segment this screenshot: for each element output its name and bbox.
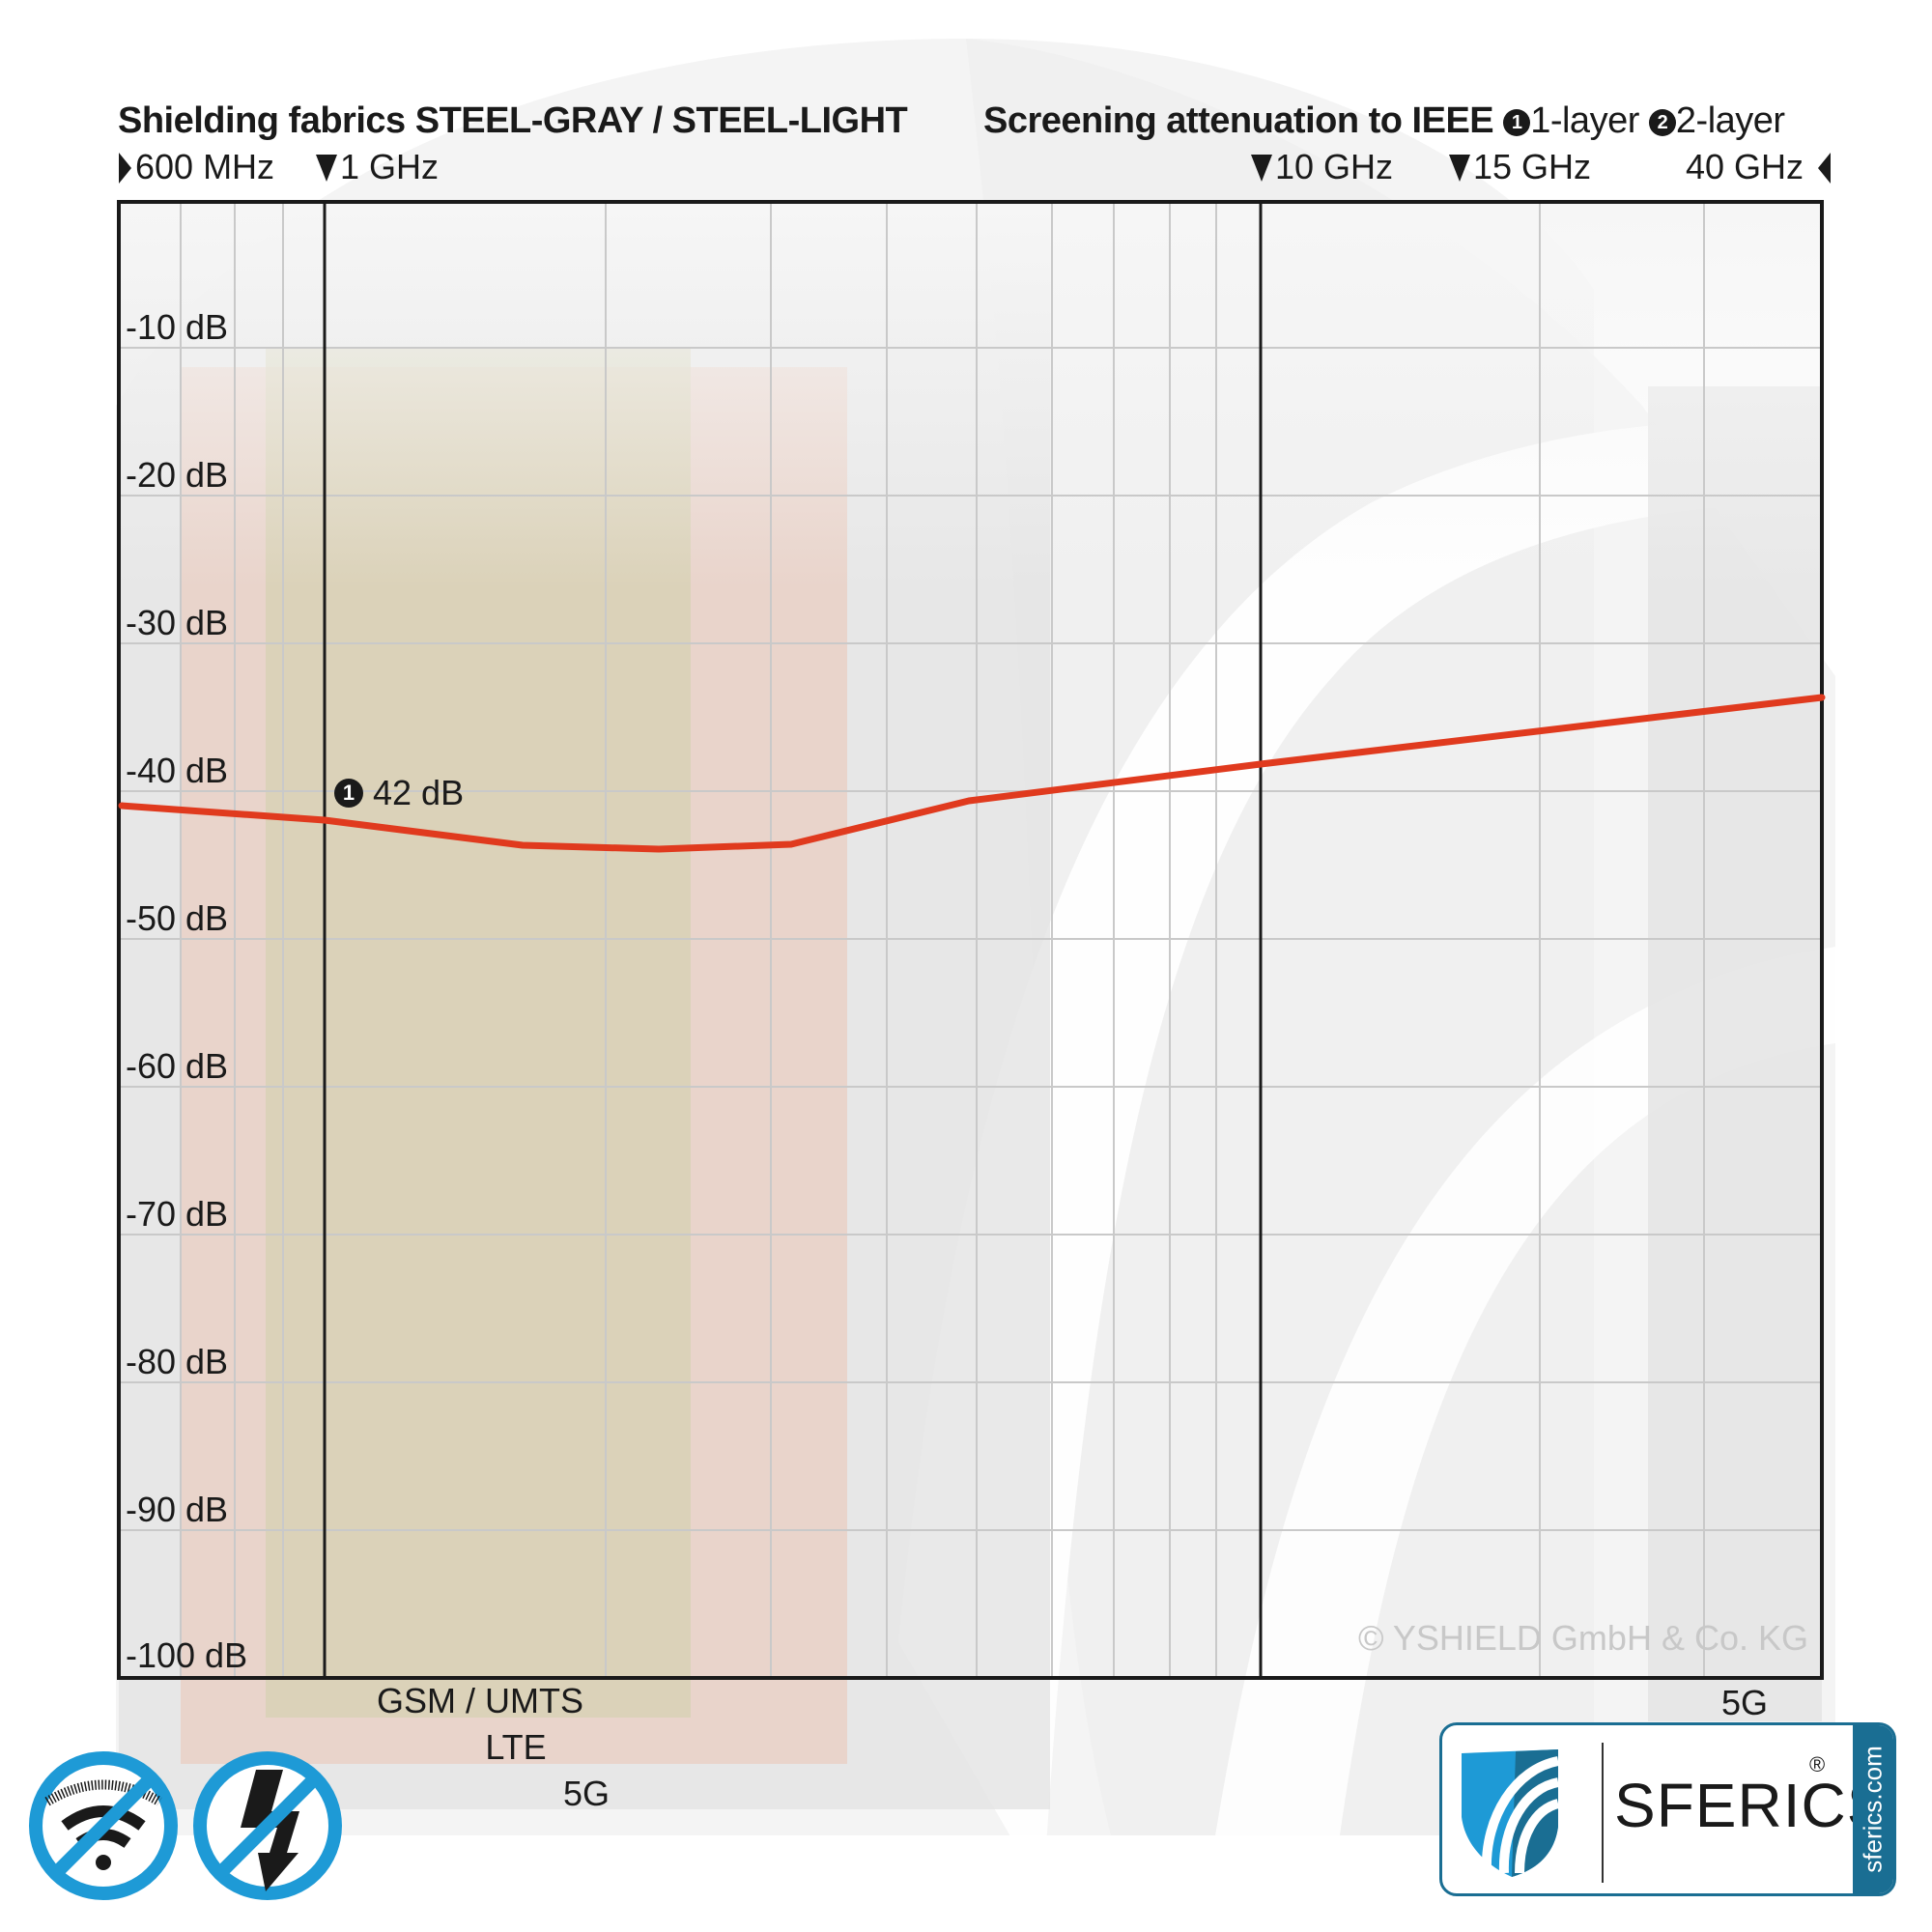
value-annotation: 1 42 dB <box>334 773 464 813</box>
copyright-notice: © YSHIELD GmbH & Co. KG <box>1358 1618 1808 1658</box>
y-label: -100 dB <box>126 1635 248 1675</box>
logo-url-strip[interactable]: sferics.com <box>1853 1725 1893 1893</box>
y-label: -30 dB <box>126 603 229 642</box>
logo-url-text[interactable]: sferics.com <box>1858 1746 1888 1873</box>
chart-frame <box>117 200 1824 1680</box>
band-label-5g-low: 5G <box>562 1774 611 1813</box>
no-electricity-icon <box>193 1751 342 1900</box>
band-label-5g-high: 5G <box>1720 1683 1769 1722</box>
attenuation-line-1-layer <box>118 694 1826 853</box>
no-wifi-icon <box>29 1751 178 1900</box>
band-label-gsm-umts: GSM / UMTS <box>377 1681 583 1720</box>
y-label: -80 dB <box>126 1342 229 1381</box>
legend-marker-2: 2 <box>1648 109 1676 136</box>
legend-marker-1: 1 <box>1503 109 1531 136</box>
band-label-lte: LTE <box>485 1727 547 1767</box>
freq-label-15ghz: 15 GHz <box>1473 147 1592 186</box>
vertical-gridlines <box>180 202 1705 1678</box>
y-label: -50 dB <box>126 898 229 938</box>
major-frequency-lines <box>323 202 1263 1678</box>
y-label: -20 dB <box>126 455 229 495</box>
y-label: -70 dB <box>126 1194 229 1234</box>
logo-divider <box>1602 1743 1604 1883</box>
freq-label-1ghz: 1 GHz <box>340 147 440 186</box>
registered-mark: ® <box>1809 1752 1826 1776</box>
frequency-marker-arrows <box>119 153 1831 184</box>
chart-title: Shielding fabrics STEEL-GRAY / STEEL-LIG… <box>118 100 908 141</box>
logo-brand-text: SFERICS <box>1614 1771 1889 1840</box>
shield-icon <box>1462 1749 1560 1877</box>
freq-label-600mhz: 600 MHz <box>135 147 275 186</box>
y-label: -60 dB <box>126 1046 229 1086</box>
y-label: -40 dB <box>126 751 229 790</box>
freq-label-10ghz: 10 GHz <box>1275 147 1394 186</box>
y-label: -10 dB <box>126 307 229 347</box>
annotation-text: 42 dB <box>373 773 465 812</box>
y-label: -90 dB <box>126 1490 229 1529</box>
legend-label-1: 1-layer <box>1530 100 1639 141</box>
chart-subtitle: Screening attenuation to IEEE 1 1-layer 2… <box>983 100 1785 141</box>
band-5g-high <box>1648 386 1822 1721</box>
sferics-logo: SFERICS ® sferics.com <box>1439 1722 1896 1896</box>
legend-label-2: 2-layer <box>1675 100 1785 141</box>
freq-label-40ghz: 40 GHz <box>1686 147 1804 186</box>
horizontal-gridlines <box>119 347 1822 1531</box>
annotation-marker: 1 <box>334 779 363 808</box>
